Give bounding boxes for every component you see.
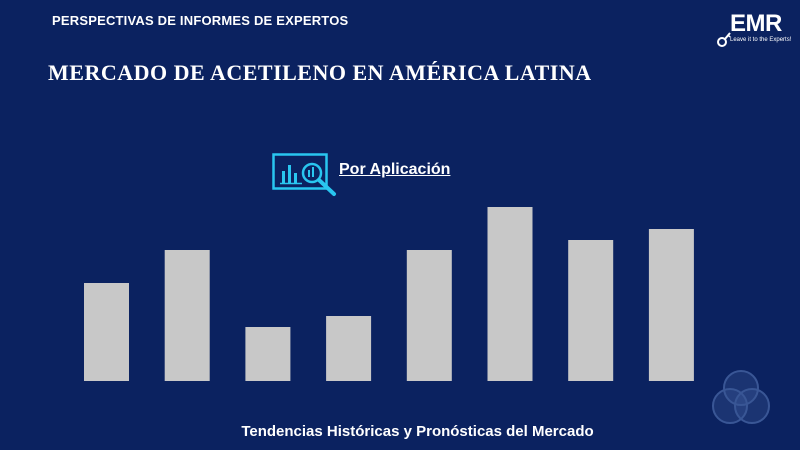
footer-text: Tendencias Históricas y Pronósticas del … xyxy=(241,423,594,440)
page-title: MERCADO DE ACETILENO EN AMÉRICA LATINA xyxy=(48,60,592,85)
logo-tagline: Leave it to the Experts! xyxy=(730,37,792,43)
segment-label: Por Aplicación xyxy=(339,161,451,178)
bar-4 xyxy=(326,316,372,381)
bar-2 xyxy=(164,250,210,381)
bar-5 xyxy=(406,250,452,381)
emr-logo: EMR Leave it to the Experts! xyxy=(716,8,796,48)
bar-3 xyxy=(245,327,291,381)
chart-magnifier-icon xyxy=(272,153,336,196)
bar-6 xyxy=(487,207,533,381)
logo-text: EMR xyxy=(730,10,782,37)
bar-8 xyxy=(648,229,694,381)
key-icon xyxy=(717,32,731,47)
bar-7 xyxy=(568,240,614,381)
venn-icon xyxy=(712,370,770,424)
header-label: PERSPECTIVAS DE INFORMES DE EXPERTOS xyxy=(52,13,349,28)
bar-1 xyxy=(84,283,129,381)
